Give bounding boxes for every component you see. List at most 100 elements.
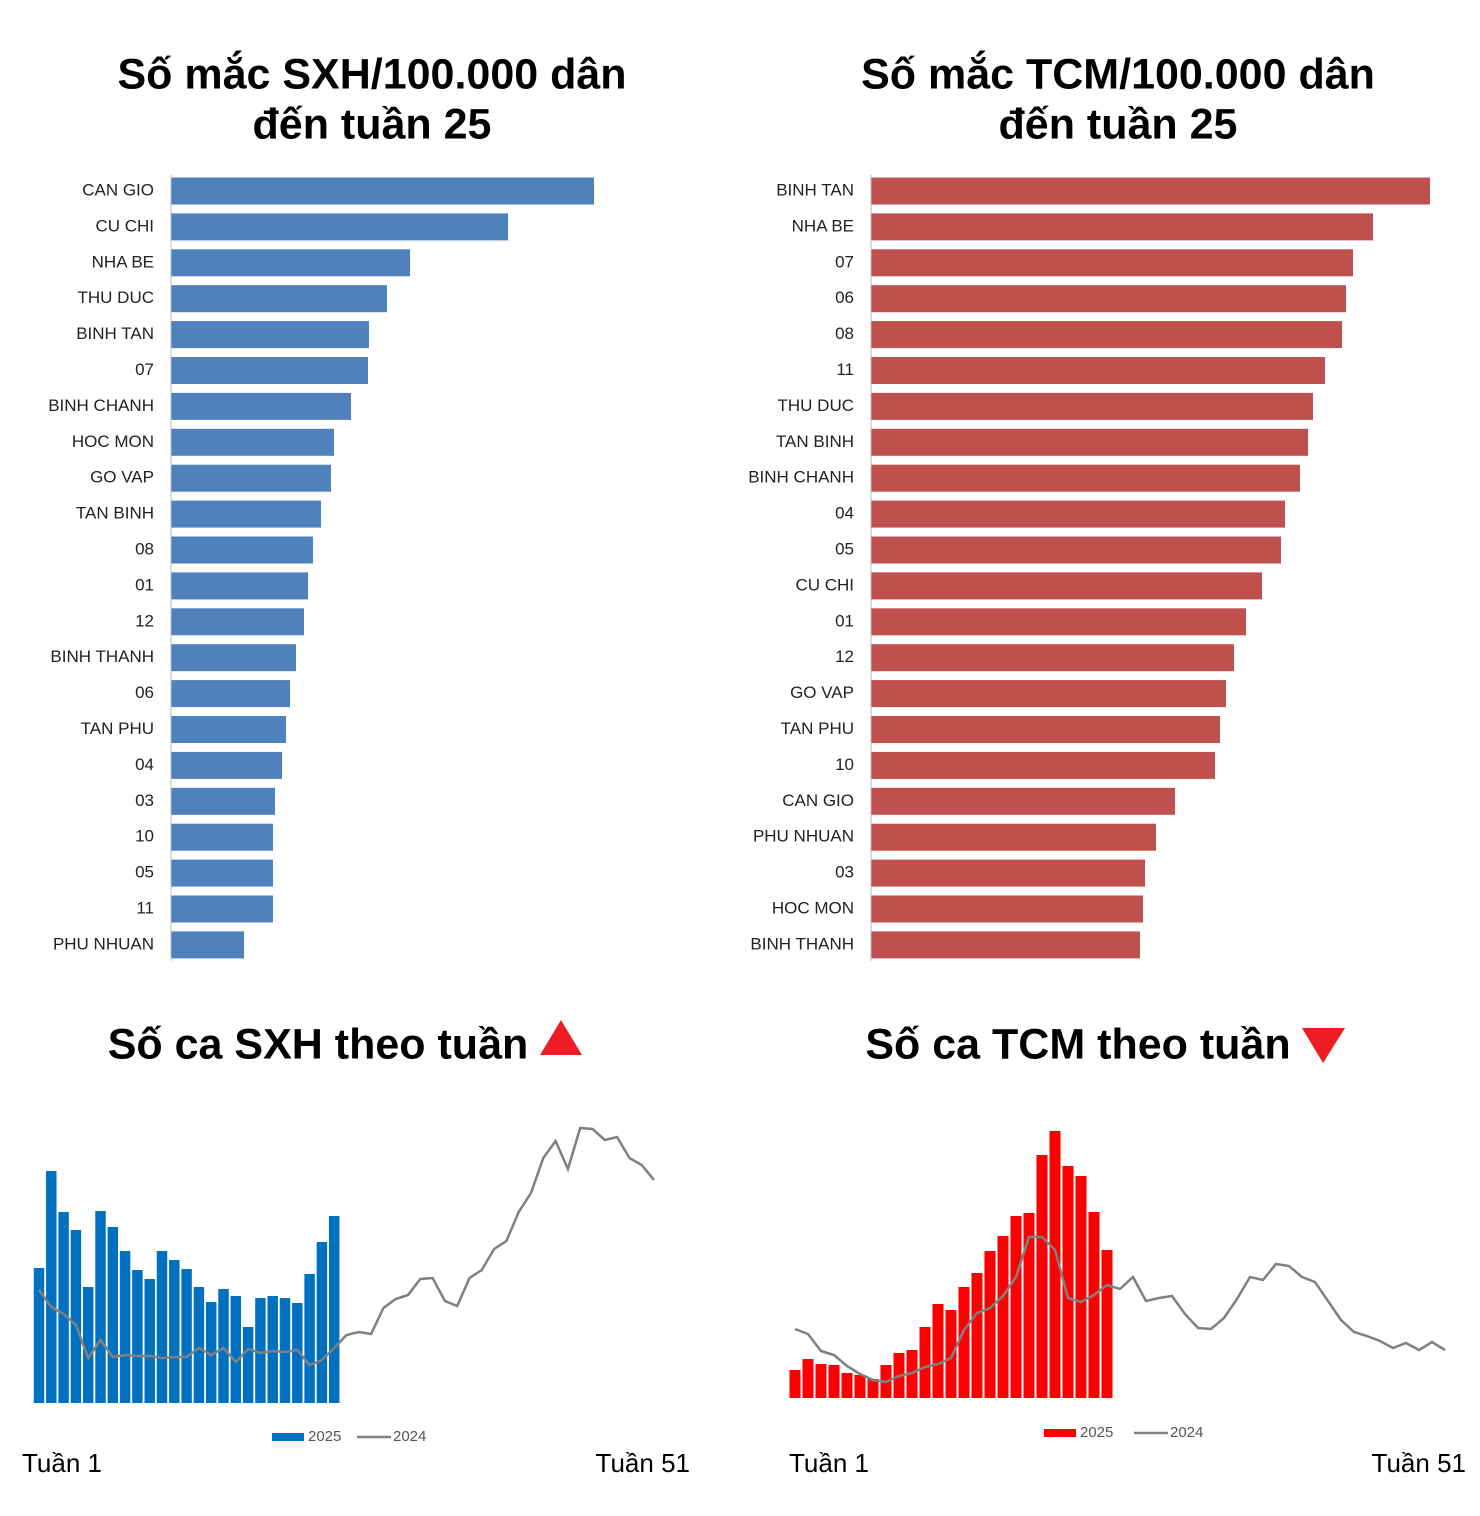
bar xyxy=(871,428,1308,456)
bar xyxy=(171,931,244,959)
bar xyxy=(171,285,387,313)
category-label: 11 xyxy=(136,898,154,917)
bar xyxy=(328,1216,340,1403)
bar xyxy=(871,823,1156,851)
bar xyxy=(984,1251,996,1398)
bar xyxy=(958,1287,970,1398)
category-label: PHU NHUAN xyxy=(53,934,154,953)
bar xyxy=(871,249,1353,277)
bar xyxy=(1075,1176,1087,1398)
bar xyxy=(132,1270,143,1403)
category-label: NHA BE xyxy=(792,216,854,235)
bar xyxy=(1062,1166,1074,1398)
trend-up-icon xyxy=(540,1020,582,1055)
category-label: 05 xyxy=(835,539,854,558)
category-label: HOC MON xyxy=(772,898,854,917)
category-label: BINH THANH xyxy=(750,934,854,953)
category-label: GO VAP xyxy=(790,683,854,702)
bar xyxy=(205,1302,217,1403)
bar xyxy=(871,644,1234,672)
bar xyxy=(95,1211,106,1403)
bar xyxy=(171,751,282,779)
bar xyxy=(292,1303,303,1403)
category-label: 01 xyxy=(835,611,854,630)
bar xyxy=(267,1296,278,1403)
bar xyxy=(1088,1212,1100,1398)
category-label: 10 xyxy=(135,827,154,846)
legend-label: 2024 xyxy=(1170,1424,1203,1441)
bar xyxy=(193,1287,205,1403)
bar xyxy=(304,1274,315,1403)
category-label: 11 xyxy=(836,360,854,379)
bar xyxy=(230,1296,242,1403)
trend-down-icon xyxy=(1302,1028,1345,1063)
bar xyxy=(854,1375,866,1398)
bar xyxy=(242,1327,254,1403)
category-label: 04 xyxy=(135,755,154,774)
bar xyxy=(171,644,296,672)
bar xyxy=(46,1171,57,1403)
bar xyxy=(279,1298,291,1403)
legend-label: 2024 xyxy=(393,1428,426,1445)
category-label: TAN BINH xyxy=(76,504,154,523)
bar xyxy=(871,787,1175,815)
bar xyxy=(871,859,1145,887)
bar xyxy=(171,572,308,600)
bar xyxy=(144,1279,155,1403)
chart-title: Số mắc SXH/100.000 dân xyxy=(117,49,626,98)
bar xyxy=(218,1289,229,1403)
category-label: TAN PHU xyxy=(781,719,854,738)
x-tick-label: Tuần 51 xyxy=(1372,1448,1466,1478)
category-label: 12 xyxy=(835,647,854,666)
category-label: TAN BINH xyxy=(776,432,854,451)
bar xyxy=(171,177,594,205)
line-2024 xyxy=(794,1235,1446,1384)
category-label: BINH CHANH xyxy=(48,396,154,415)
bar xyxy=(171,357,368,384)
bar xyxy=(171,464,331,492)
category-label: 07 xyxy=(135,360,154,379)
category-label: GO VAP xyxy=(90,468,154,487)
bar xyxy=(255,1298,266,1403)
category-label: 06 xyxy=(135,683,154,702)
bar xyxy=(871,895,1143,923)
category-label: 06 xyxy=(835,288,854,307)
bar xyxy=(156,1251,168,1403)
x-tick-label: Tuần 1 xyxy=(22,1448,102,1478)
bar xyxy=(815,1364,827,1398)
category-label: 12 xyxy=(135,611,154,630)
category-label: BINH TAN xyxy=(776,180,854,199)
bar xyxy=(932,1304,944,1398)
category-label: CU CHI xyxy=(95,216,154,235)
legend-swatch xyxy=(272,1433,304,1441)
bar xyxy=(945,1310,957,1398)
bar xyxy=(871,608,1246,636)
bar xyxy=(1049,1131,1061,1398)
category-label: 01 xyxy=(135,575,154,594)
line-2024 xyxy=(37,1126,655,1367)
bar xyxy=(171,392,351,420)
bar xyxy=(871,357,1325,384)
legend-label: 2025 xyxy=(1080,1424,1113,1441)
bar xyxy=(871,321,1342,349)
category-label: BINH CHANH xyxy=(748,468,854,487)
chart-title: Số ca SXH theo tuần xyxy=(108,1020,529,1068)
bar xyxy=(867,1379,879,1398)
bar xyxy=(171,680,290,708)
bar xyxy=(33,1268,45,1403)
legend-label: 2025 xyxy=(308,1428,341,1445)
bar xyxy=(871,213,1373,241)
bar xyxy=(1010,1216,1022,1398)
bar xyxy=(171,823,273,851)
x-tick-label: Tuần 1 xyxy=(789,1448,869,1478)
bar xyxy=(171,716,286,743)
category-label: 04 xyxy=(835,504,854,523)
bar xyxy=(1023,1213,1035,1398)
chart-title: đến tuần 25 xyxy=(999,100,1238,148)
bar xyxy=(171,249,410,277)
bar xyxy=(171,500,321,528)
bar xyxy=(107,1227,119,1403)
bar xyxy=(171,895,273,923)
chart-title: Số mắc TCM/100.000 dân xyxy=(861,49,1375,98)
bar xyxy=(871,572,1262,600)
